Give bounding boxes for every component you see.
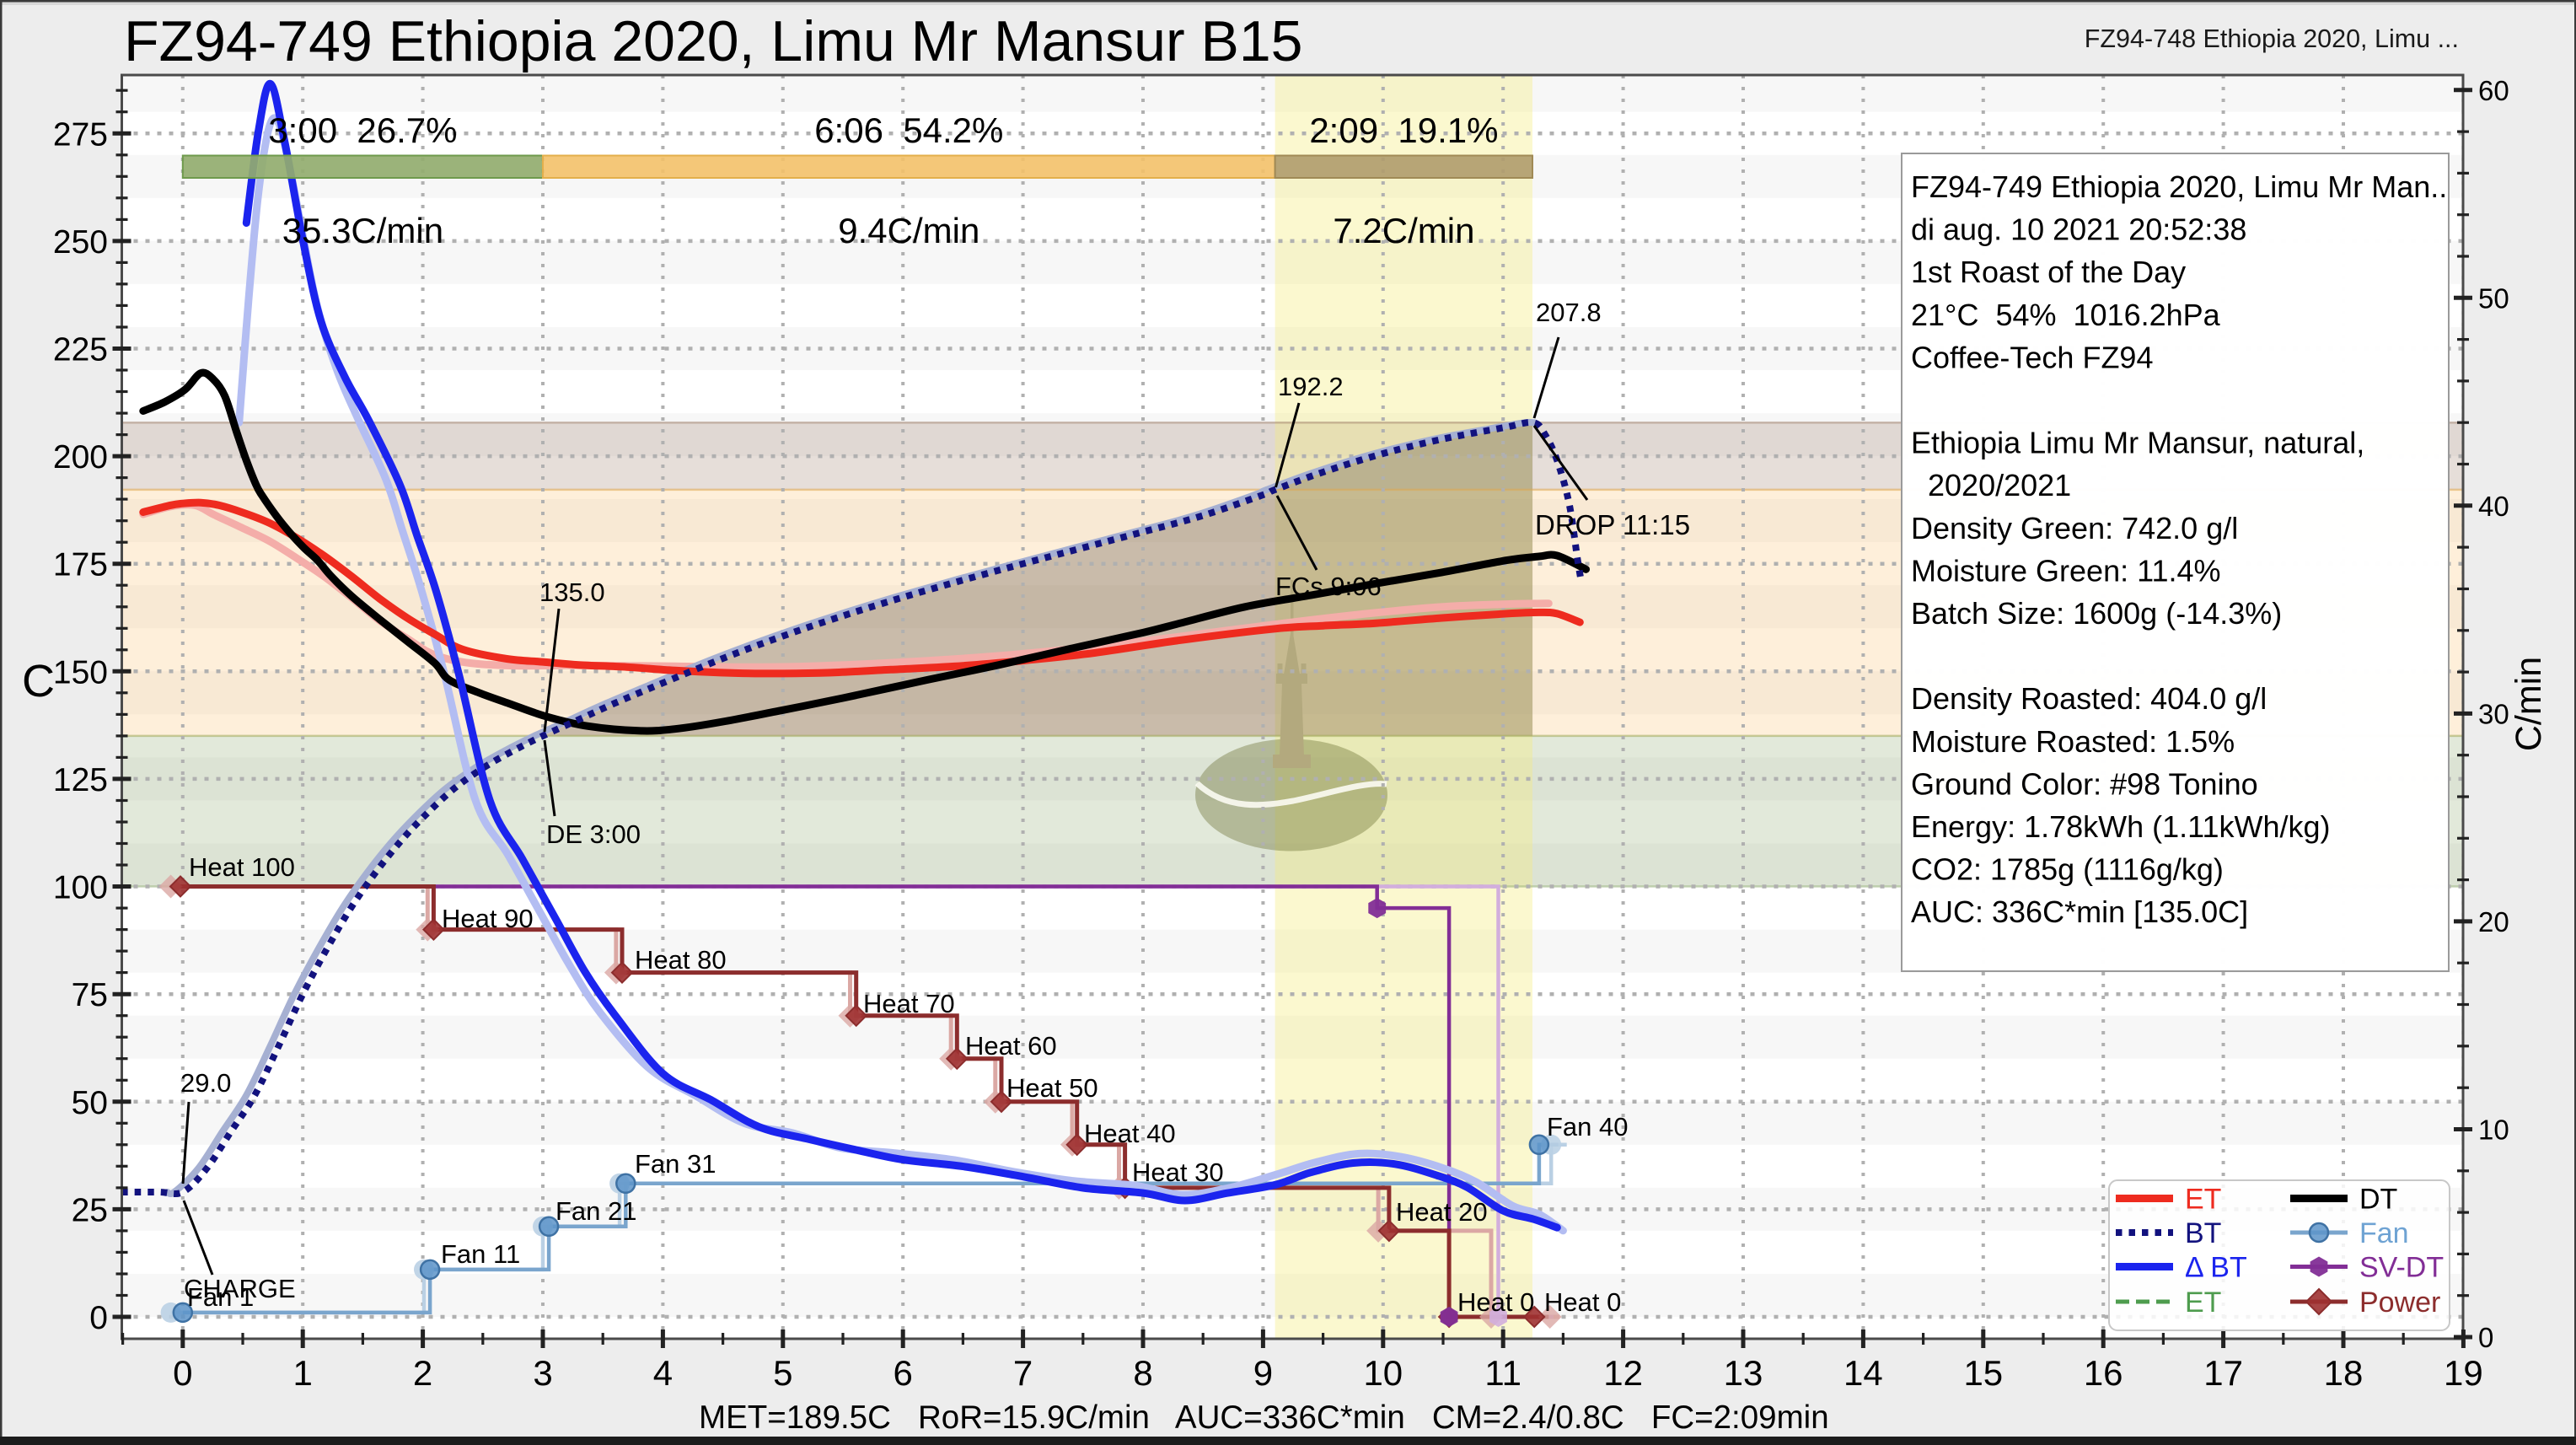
svg-text:13: 13 <box>1724 1353 1763 1393</box>
svg-text:C/min: C/min <box>2509 657 2549 751</box>
svg-text:CHARGE: CHARGE <box>184 1274 296 1303</box>
svg-text:20: 20 <box>2478 906 2509 937</box>
svg-text:Moisture Roasted: 1.5%: Moisture Roasted: 1.5% <box>1911 724 2235 759</box>
svg-text:6: 6 <box>894 1353 913 1393</box>
svg-text:ET: ET <box>2185 1287 2221 1319</box>
svg-text:135.0: 135.0 <box>539 577 605 607</box>
svg-text:207.8: 207.8 <box>1536 298 1602 327</box>
svg-text:30: 30 <box>2478 698 2509 729</box>
svg-text:Heat 0: Heat 0 <box>1457 1287 1534 1317</box>
svg-text:Heat 80: Heat 80 <box>635 945 727 975</box>
svg-text:175: 175 <box>53 547 108 583</box>
svg-text:275: 275 <box>53 116 108 153</box>
svg-text:11: 11 <box>1484 1353 1521 1393</box>
svg-text:BT: BT <box>2185 1217 2221 1249</box>
svg-text:18: 18 <box>2324 1353 2364 1393</box>
svg-text:9.4C/min: 9.4C/min <box>838 211 979 250</box>
svg-text:Heat 20: Heat 20 <box>1396 1197 1488 1227</box>
svg-text:1: 1 <box>293 1353 313 1393</box>
svg-text:1st Roast of the Day: 1st Roast of the Day <box>1911 255 2186 289</box>
svg-text:19: 19 <box>2444 1353 2483 1393</box>
svg-text:10: 10 <box>1363 1353 1403 1393</box>
svg-text:MET=189.5C RoR=15.9C/min A: MET=189.5C RoR=15.9C/min AUC=336C*min CM… <box>699 1399 1829 1436</box>
svg-text:ET: ET <box>2185 1184 2221 1216</box>
svg-text:50: 50 <box>72 1085 108 1121</box>
svg-text:DE 3:00: DE 3:00 <box>546 819 641 849</box>
svg-text:FZ94-749 Ethiopia 2020, Limu M: FZ94-749 Ethiopia 2020, Limu Mr Man.. <box>1911 169 2447 204</box>
svg-text:Fan 11: Fan 11 <box>441 1239 520 1269</box>
svg-text:C: C <box>22 656 55 706</box>
svg-text:6:06 54.2%: 6:06 54.2% <box>814 110 1003 150</box>
svg-text:50: 50 <box>2478 282 2509 314</box>
svg-text:3:00 26.7%: 3:00 26.7% <box>268 110 457 150</box>
svg-text:Density Roasted: 404.0 g/l: Density Roasted: 404.0 g/l <box>1911 681 2267 716</box>
svg-text:Heat 60: Heat 60 <box>965 1031 1057 1061</box>
svg-text:17: 17 <box>2203 1353 2243 1393</box>
svg-text:Fan: Fan <box>2359 1217 2409 1249</box>
svg-text:192.2: 192.2 <box>1278 372 1344 401</box>
svg-text:SV-DT: SV-DT <box>2359 1252 2444 1284</box>
svg-text:Fan 31: Fan 31 <box>635 1149 716 1179</box>
svg-text:DT: DT <box>2359 1184 2397 1216</box>
svg-text:200: 200 <box>53 439 108 475</box>
svg-text:12: 12 <box>1603 1353 1643 1393</box>
svg-text:Coffee-Tech FZ94: Coffee-Tech FZ94 <box>1911 340 2153 374</box>
svg-text:Power: Power <box>2359 1287 2440 1319</box>
svg-text:Fan 40: Fan 40 <box>1547 1112 1629 1141</box>
svg-text:Batch Size: 1600g (-14.3%): Batch Size: 1600g (-14.3%) <box>1911 596 2282 631</box>
svg-text:5: 5 <box>773 1353 792 1393</box>
svg-text:Fan 1: Fan 1 <box>187 1282 254 1312</box>
svg-text:Ground Color: #98 Tonino: Ground Color: #98 Tonino <box>1911 766 2258 801</box>
svg-text:CO2: 1785g (1116g/kg): CO2: 1785g (1116g/kg) <box>1911 852 2224 887</box>
svg-text:16: 16 <box>2084 1353 2123 1393</box>
svg-text:3: 3 <box>533 1353 552 1393</box>
svg-text:Density Green: 742.0 g/l: Density Green: 742.0 g/l <box>1911 511 2238 545</box>
svg-text:29.0: 29.0 <box>180 1068 231 1098</box>
svg-text:2020/2021: 2020/2021 <box>1911 468 2071 502</box>
svg-text:Heat 100: Heat 100 <box>189 852 295 882</box>
svg-text:100: 100 <box>53 870 108 906</box>
svg-text:AUC: 336C*min [135.0C]: AUC: 336C*min [135.0C] <box>1911 894 2248 929</box>
svg-text:14: 14 <box>1843 1353 1883 1393</box>
svg-text:Heat 30: Heat 30 <box>1132 1158 1224 1187</box>
svg-text:2:09 19.1%: 2:09 19.1% <box>1309 110 1498 150</box>
svg-text:0: 0 <box>173 1353 192 1393</box>
svg-text:60: 60 <box>2478 75 2509 106</box>
svg-text:Energy: 1.78kWh (1.11kWh/kg): Energy: 1.78kWh (1.11kWh/kg) <box>1911 809 2331 844</box>
svg-text:Δ BT: Δ BT <box>2185 1252 2247 1284</box>
svg-text:4: 4 <box>653 1353 673 1393</box>
svg-text:Heat 70: Heat 70 <box>863 989 955 1018</box>
svg-text:Fan 21: Fan 21 <box>555 1196 637 1226</box>
svg-text:Heat 50: Heat 50 <box>1006 1073 1098 1103</box>
svg-text:225: 225 <box>53 332 108 368</box>
svg-text:Heat 90: Heat 90 <box>442 904 534 933</box>
svg-text:Heat 40: Heat 40 <box>1084 1119 1176 1148</box>
svg-text:35.3C/min: 35.3C/min <box>282 211 443 250</box>
svg-text:125: 125 <box>53 762 108 798</box>
svg-text:40: 40 <box>2478 491 2509 522</box>
svg-text:FZ94-749 Ethiopia 2020, Limu M: FZ94-749 Ethiopia 2020, Limu Mr Mansur B… <box>124 9 1302 73</box>
svg-text:25: 25 <box>72 1192 108 1228</box>
svg-text:FCs 9:06: FCs 9:06 <box>1275 572 1382 601</box>
svg-text:15: 15 <box>1963 1353 2003 1393</box>
svg-text:Heat 0: Heat 0 <box>1544 1287 1621 1317</box>
svg-text:FZ94-748 Ethiopia 2020, Limu .: FZ94-748 Ethiopia 2020, Limu ... <box>2085 24 2459 53</box>
svg-text:8: 8 <box>1133 1353 1152 1393</box>
svg-text:0: 0 <box>2478 1322 2493 1353</box>
svg-text:7.2C/min: 7.2C/min <box>1333 211 1474 250</box>
svg-text:2: 2 <box>413 1353 432 1393</box>
svg-text:21°C 54% 1016.2hPa: 21°C 54% 1016.2hPa <box>1911 298 2221 332</box>
svg-text:75: 75 <box>72 977 108 1013</box>
svg-text:9: 9 <box>1253 1353 1273 1393</box>
svg-text:DROP 11:15: DROP 11:15 <box>1535 509 1690 540</box>
svg-text:di aug. 10 2021 20:52:38: di aug. 10 2021 20:52:38 <box>1911 212 2246 247</box>
svg-text:7: 7 <box>1013 1353 1033 1393</box>
svg-text:Ethiopia Limu Mr Mansur, natur: Ethiopia Limu Mr Mansur, natural, <box>1911 426 2364 460</box>
svg-text:250: 250 <box>53 224 108 261</box>
svg-text:10: 10 <box>2478 1115 2509 1146</box>
svg-text:Moisture Green: 11.4%: Moisture Green: 11.4% <box>1911 553 2221 588</box>
svg-text:150: 150 <box>53 654 108 690</box>
svg-text:0: 0 <box>89 1300 108 1336</box>
